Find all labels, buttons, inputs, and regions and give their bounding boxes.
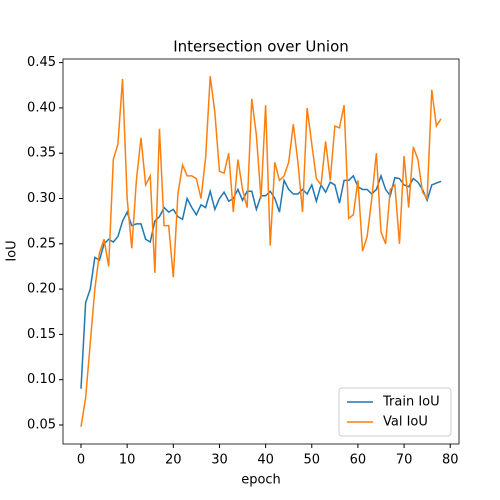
y-axis-label: IoU [5, 240, 20, 261]
x-tick-label: 0 [77, 453, 85, 468]
x-tick-label: 40 [257, 453, 274, 468]
legend-label: Train IoU [382, 395, 440, 410]
chart-title: Intersection over Union [173, 38, 349, 56]
x-tick-label: 50 [303, 453, 320, 468]
y-tick-label: 0.05 [27, 417, 56, 432]
plot-frame [62, 58, 460, 445]
x-tick-label: 60 [350, 453, 367, 468]
x-axis-label: epoch [241, 473, 281, 488]
y-tick-label: 0.35 [27, 146, 56, 161]
y-tick-label: 0.20 [27, 282, 56, 297]
x-tick-label: 20 [165, 453, 182, 468]
x-tick-label: 30 [211, 453, 228, 468]
x-tick-label: 80 [442, 453, 459, 468]
y-tick-label: 0.10 [27, 372, 56, 387]
x-tick-label: 10 [119, 453, 136, 468]
y-tick-label: 0.45 [27, 55, 56, 70]
y-tick-label: 0.40 [27, 100, 56, 115]
y-tick-label: 0.25 [27, 236, 56, 251]
y-tick-label: 0.30 [27, 191, 56, 206]
legend-box [338, 387, 452, 437]
line-series [80, 76, 442, 427]
y-tick-label: 0.15 [27, 327, 56, 342]
x-tick-label: 70 [396, 453, 413, 468]
legend-label: Val IoU [383, 415, 428, 430]
